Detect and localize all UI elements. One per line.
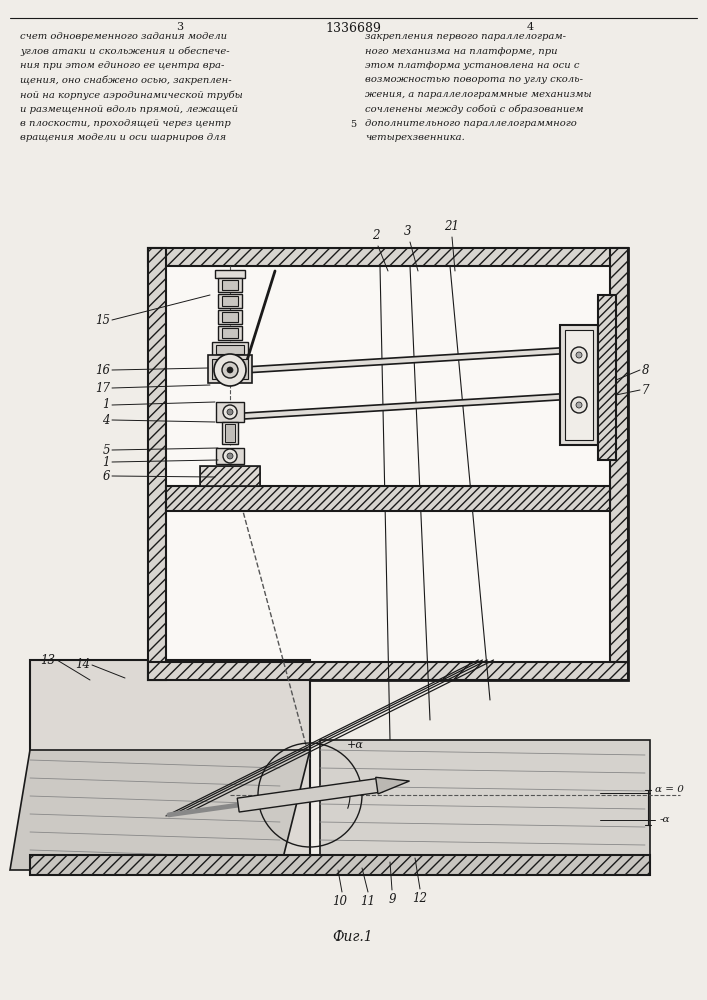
Circle shape: [571, 347, 587, 363]
Bar: [215, 270, 245, 278]
Bar: [222, 328, 238, 338]
Text: +α: +α: [346, 740, 363, 750]
Text: 12: 12: [412, 892, 428, 905]
Bar: [218, 310, 242, 324]
Text: α = 0: α = 0: [655, 786, 684, 794]
Circle shape: [576, 352, 582, 358]
Bar: [218, 294, 242, 308]
Text: 11: 11: [361, 895, 375, 908]
Text: 16: 16: [95, 363, 110, 376]
Text: 9: 9: [388, 893, 396, 906]
Bar: [166, 266, 610, 662]
Text: в плоскости, проходящей через центр: в плоскости, проходящей через центр: [20, 119, 230, 128]
Text: закрепления первого параллелограм-: закрепления первого параллелограм-: [365, 32, 566, 41]
Bar: [216, 345, 244, 354]
Text: 1336689: 1336689: [325, 22, 381, 35]
Text: 17: 17: [95, 381, 110, 394]
Text: 5: 5: [103, 444, 110, 456]
Text: вращения модели и оси шарниров для: вращения модели и оси шарниров для: [20, 133, 226, 142]
Polygon shape: [244, 347, 575, 373]
Circle shape: [576, 402, 582, 408]
Text: счет одновременного задания модели: счет одновременного задания модели: [20, 32, 227, 41]
Polygon shape: [10, 750, 310, 870]
Bar: [610, 248, 628, 680]
Text: щения, оно снабжено осью, закреплен-: щения, оно снабжено осью, закреплен-: [20, 76, 232, 85]
Bar: [200, 466, 260, 486]
Bar: [222, 280, 238, 290]
Bar: [222, 312, 238, 322]
Bar: [200, 466, 260, 486]
Text: 6: 6: [103, 470, 110, 483]
Circle shape: [223, 449, 237, 463]
Circle shape: [227, 453, 233, 459]
Text: ния при этом единого ее центра вра-: ния при этом единого ее центра вра-: [20, 61, 224, 70]
Text: ного механизма на платформе, при: ного механизма на платформе, при: [365, 46, 558, 55]
Text: 1: 1: [103, 456, 110, 468]
Bar: [148, 248, 628, 266]
Bar: [216, 448, 244, 464]
Text: сочленены между собой с образованием: сочленены между собой с образованием: [365, 104, 583, 114]
Circle shape: [571, 397, 587, 413]
Bar: [30, 855, 650, 875]
Text: 5: 5: [350, 120, 356, 129]
Bar: [222, 296, 238, 306]
Text: дополнительного параллелограммного: дополнительного параллелограммного: [365, 119, 577, 128]
Bar: [212, 342, 248, 357]
Text: этом платформа установлена на оси с: этом платформа установлена на оси с: [365, 61, 580, 70]
Bar: [148, 248, 628, 680]
Bar: [218, 326, 242, 340]
Circle shape: [223, 405, 237, 419]
Circle shape: [227, 367, 233, 373]
Bar: [166, 486, 610, 511]
Text: и размещенной вдоль прямой, лежащей: и размещенной вдоль прямой, лежащей: [20, 104, 238, 113]
Text: четырехзвенника.: четырехзвенника.: [365, 133, 464, 142]
Polygon shape: [375, 777, 409, 794]
Bar: [598, 295, 616, 460]
Text: 8: 8: [642, 363, 650, 376]
Bar: [560, 325, 598, 445]
Text: 13: 13: [40, 654, 55, 666]
Text: 1: 1: [103, 398, 110, 412]
Bar: [148, 248, 166, 680]
Polygon shape: [244, 393, 575, 419]
Bar: [208, 355, 252, 383]
Text: 4: 4: [527, 22, 534, 32]
Text: жения, а параллелограммные механизмы: жения, а параллелограммные механизмы: [365, 90, 592, 99]
Bar: [225, 424, 235, 442]
Bar: [30, 855, 650, 875]
Circle shape: [222, 362, 238, 378]
Bar: [166, 486, 610, 511]
Polygon shape: [238, 778, 382, 812]
Circle shape: [214, 354, 246, 386]
Bar: [212, 359, 248, 379]
Text: углов атаки и скольжения и обеспече-: углов атаки и скольжения и обеспече-: [20, 46, 230, 56]
Bar: [598, 295, 616, 460]
Text: 21: 21: [445, 220, 460, 233]
Bar: [216, 402, 244, 422]
Bar: [565, 330, 593, 440]
Bar: [222, 422, 238, 444]
Bar: [148, 662, 628, 680]
Text: 4: 4: [103, 414, 110, 426]
Text: 14: 14: [75, 658, 90, 672]
Text: 10: 10: [332, 895, 348, 908]
Text: 3: 3: [177, 22, 184, 32]
Bar: [218, 278, 242, 292]
Text: Фиг.1: Фиг.1: [333, 930, 373, 944]
Polygon shape: [320, 740, 650, 860]
Text: ной на корпусе аэродинамической трубы: ной на корпусе аэродинамической трубы: [20, 90, 243, 100]
Text: 3: 3: [404, 225, 411, 238]
Polygon shape: [30, 660, 310, 870]
Text: возможностью поворота по углу сколь-: возможностью поворота по углу сколь-: [365, 76, 583, 85]
Text: 2: 2: [373, 229, 380, 242]
Circle shape: [227, 409, 233, 415]
Text: -α: -α: [660, 816, 670, 824]
Text: 7: 7: [642, 383, 650, 396]
Text: 15: 15: [95, 314, 110, 326]
